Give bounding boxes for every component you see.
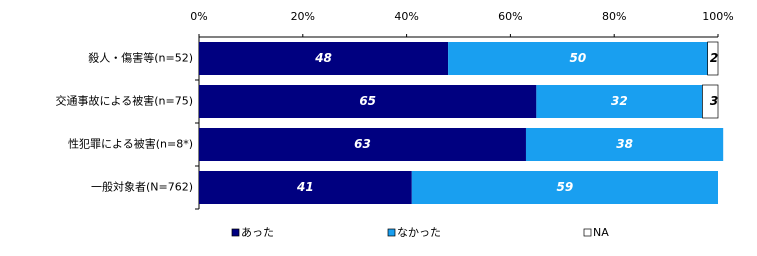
legend-label: あった <box>241 226 274 239</box>
value-label: 50 <box>570 51 587 65</box>
value-label: 63 <box>354 137 371 151</box>
x-tick-label: 80% <box>602 10 626 23</box>
x-tick-label: 100% <box>702 10 733 23</box>
value-label: 48 <box>314 51 332 65</box>
legend-swatch <box>583 228 592 237</box>
value-label: 38 <box>616 137 633 151</box>
y-tick-label: 交通事故による被害(n=75) <box>56 94 193 108</box>
legend-swatch <box>231 228 240 237</box>
value-label: 2 <box>710 51 718 65</box>
value-label: 3 <box>710 94 718 108</box>
x-tick-label: 20% <box>291 10 315 23</box>
bar <box>702 84 719 119</box>
legend-label: NA <box>593 226 609 239</box>
bar <box>199 85 537 118</box>
bar <box>525 128 724 161</box>
y-tick-label: 一般対象者(N=762) <box>91 180 193 194</box>
bar <box>707 41 719 76</box>
bar <box>199 42 449 75</box>
x-tick-label: 60% <box>498 10 522 23</box>
x-tick-label: 40% <box>394 10 418 23</box>
y-tick-label: 殺人・傷害等(n=52) <box>88 51 193 65</box>
y-tick-label: 性犯罪による被害(n=8*) <box>68 137 193 151</box>
bar <box>199 171 412 204</box>
bar <box>411 171 718 204</box>
value-label: 32 <box>611 94 628 108</box>
bar <box>536 85 703 118</box>
x-tick-label: 0% <box>190 10 207 23</box>
legend-label: なかった <box>397 226 441 239</box>
legend-swatch <box>387 228 396 237</box>
value-label: 65 <box>359 94 376 108</box>
bar <box>199 128 526 161</box>
value-label: 59 <box>557 180 574 194</box>
bar <box>448 42 708 75</box>
value-label: 41 <box>296 180 314 194</box>
